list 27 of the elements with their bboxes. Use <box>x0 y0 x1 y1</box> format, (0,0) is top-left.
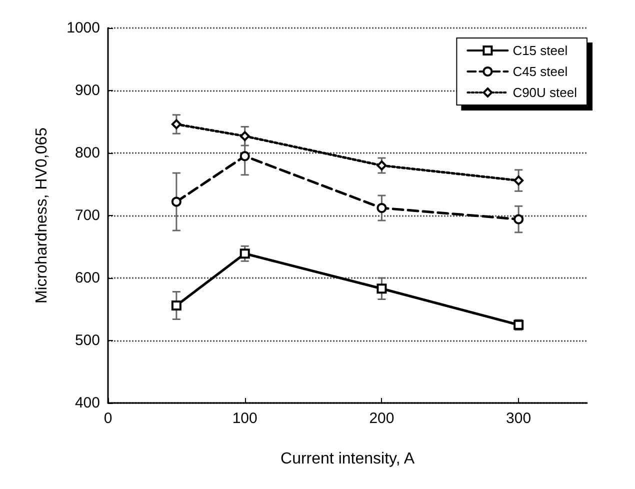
point <box>514 176 524 186</box>
x-tick-label: 200 <box>369 410 394 427</box>
x-tick-label: 0 <box>104 410 112 427</box>
y-tick-label: 700 <box>74 207 100 224</box>
y-tick-label: 800 <box>74 144 100 162</box>
x-tick-label: 300 <box>506 410 532 427</box>
point <box>240 151 250 162</box>
x-axis-title: Current intensity, A <box>280 450 415 468</box>
y-tick-label: 900 <box>74 82 100 99</box>
point <box>240 248 250 259</box>
point <box>376 203 387 213</box>
point <box>514 214 524 224</box>
y-tick-label: 500 <box>74 332 100 349</box>
point <box>171 196 182 207</box>
y-tick-label: 400 <box>74 394 100 412</box>
y-tick-label: 600 <box>74 270 100 286</box>
point <box>376 160 387 170</box>
point <box>171 119 182 130</box>
point <box>240 131 250 142</box>
point <box>376 284 387 294</box>
legend-label: C90U steel <box>512 85 578 100</box>
x-tick-label: 100 <box>232 410 258 427</box>
y-tick-label: 1000 <box>66 20 100 36</box>
point <box>171 300 182 310</box>
y-axis-title: Microhardness, HV0,065 <box>34 127 50 304</box>
legend-label: C45 steel <box>512 64 568 79</box>
legend-label: C15 steel <box>512 43 568 58</box>
